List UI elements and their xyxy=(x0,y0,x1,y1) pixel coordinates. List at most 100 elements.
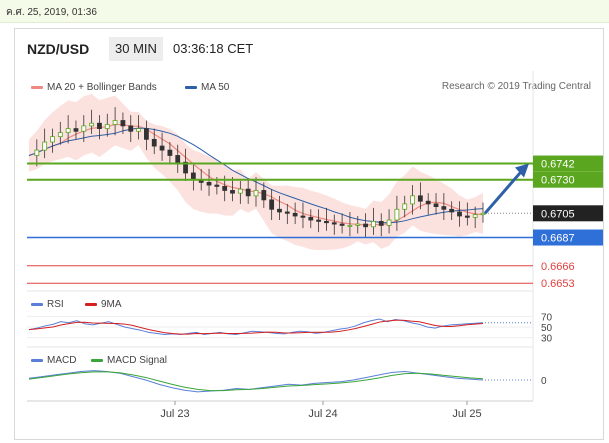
candle-body xyxy=(464,215,470,218)
legend-9ma: 9MA xyxy=(85,299,122,311)
rsi-level-label: 30 xyxy=(541,334,553,345)
candle-body xyxy=(97,122,102,129)
timeframe-label[interactable]: 30 MIN xyxy=(109,37,163,61)
legend-rsi: RSI xyxy=(31,299,64,311)
research-credit: Research © 2019 Trading Central xyxy=(441,81,591,92)
candle-body xyxy=(120,120,126,127)
candle-body xyxy=(245,188,251,197)
chart-svg: 0.6742 0.6730 0.6705 0.6687 0.6666 0.6653 7050… xyxy=(27,71,603,420)
candle-body xyxy=(206,181,212,186)
last-price-label-box xyxy=(533,205,603,222)
candle-body xyxy=(167,149,173,156)
candle-body xyxy=(81,125,87,132)
candle-body xyxy=(183,161,188,174)
support-label-box xyxy=(533,229,603,246)
rsi-line xyxy=(28,318,484,335)
candle-body xyxy=(230,190,235,194)
chart-panel: NZD/USD 30 MIN 03:36:18 CET MA 20 + Boll… xyxy=(14,28,604,440)
candle-body xyxy=(65,128,71,134)
ma20-legend-label: MA 20 + Bollinger Bands xyxy=(47,82,157,93)
candle-body xyxy=(300,215,306,218)
clock-label: 03:36:18 CET xyxy=(173,41,254,56)
candle-body xyxy=(190,172,196,181)
rsi-level-label: 50 xyxy=(541,323,553,334)
candle-body xyxy=(89,122,95,127)
ma9-swatch xyxy=(85,302,97,306)
candle-body xyxy=(136,128,141,132)
macd-legend-label: MACD xyxy=(47,355,77,366)
rsi-swatch xyxy=(31,302,43,306)
rsi-9ma-line xyxy=(28,319,484,335)
candle-body xyxy=(34,149,40,156)
candle-body xyxy=(104,124,110,129)
candle-body xyxy=(57,132,63,138)
legend-macd-signal: MACD Signal xyxy=(91,355,167,367)
pair-label: NZD/USD xyxy=(27,41,90,57)
candle-body xyxy=(331,222,337,225)
ma9-legend-label: 9MA xyxy=(101,299,122,310)
candle-body xyxy=(441,206,447,210)
bollinger-band xyxy=(29,93,483,251)
candle-body xyxy=(214,184,220,187)
candles-group xyxy=(34,107,486,238)
scenario-arrowhead xyxy=(515,163,529,178)
candle-body xyxy=(417,195,423,202)
candle-body xyxy=(339,223,345,226)
last-price-label: 0.6705 xyxy=(541,208,575,220)
macd-signal-swatch xyxy=(91,358,103,362)
candle-body xyxy=(324,220,329,224)
resistance-label: 0.6730 xyxy=(541,175,575,187)
candle-body xyxy=(222,186,228,191)
candle-body xyxy=(316,219,322,222)
legend-ma20: MA 20 + Bollinger Bands xyxy=(31,82,157,94)
candle-body xyxy=(112,120,118,125)
candle-body xyxy=(50,136,55,143)
candle-body xyxy=(386,219,392,226)
date-bar: ค.ศ. 25, 2019, 01:36 xyxy=(0,0,609,23)
candle-body xyxy=(472,214,478,218)
macd-level-label: 0 xyxy=(541,376,547,387)
candle-body xyxy=(363,223,368,228)
candle-body xyxy=(308,216,314,221)
x-tick-label: Jul 24 xyxy=(308,408,337,420)
legend-ma50: MA 50 xyxy=(185,82,229,94)
scenario-arrow xyxy=(483,168,525,215)
candle-body xyxy=(261,190,267,201)
candle-body xyxy=(269,199,275,210)
candle-body xyxy=(128,125,134,132)
candle-body xyxy=(433,203,439,207)
legend-macd: MACD xyxy=(31,355,76,367)
candle-body xyxy=(449,208,455,213)
candle-body xyxy=(292,212,298,217)
candle-body xyxy=(42,141,48,151)
candle-body xyxy=(410,195,415,205)
candle-body xyxy=(457,211,462,217)
candle-body xyxy=(378,220,384,226)
ma50-legend-label: MA 50 xyxy=(201,82,230,93)
candle-body xyxy=(425,200,431,205)
candle-body xyxy=(371,220,376,228)
macd-signal-legend-label: MACD Signal xyxy=(107,355,168,366)
candle-body xyxy=(159,145,165,151)
x-tick-label: Jul 23 xyxy=(160,408,189,420)
candle-body xyxy=(237,188,243,194)
candle-body xyxy=(151,138,157,147)
resistance-label-box xyxy=(533,155,603,172)
ma20-swatch xyxy=(31,85,43,89)
candle-body xyxy=(284,211,290,214)
target-label: 0.6653 xyxy=(541,278,575,290)
rsi-legend-label: RSI xyxy=(47,299,64,310)
rsi-level-label: 70 xyxy=(541,312,553,323)
candle-body xyxy=(347,225,353,227)
candle-body xyxy=(253,190,259,197)
target-label: 0.6666 xyxy=(541,261,575,273)
candle-body xyxy=(394,208,400,221)
ma50-swatch xyxy=(185,85,197,89)
support-label: 0.6687 xyxy=(541,233,575,245)
resistance-label: 0.6742 xyxy=(541,159,575,171)
candle-body xyxy=(175,155,181,163)
candle-body xyxy=(402,203,408,210)
candle-body xyxy=(355,223,361,226)
x-tick-label: Jul 25 xyxy=(452,408,481,420)
macd-signal-line xyxy=(28,371,484,392)
